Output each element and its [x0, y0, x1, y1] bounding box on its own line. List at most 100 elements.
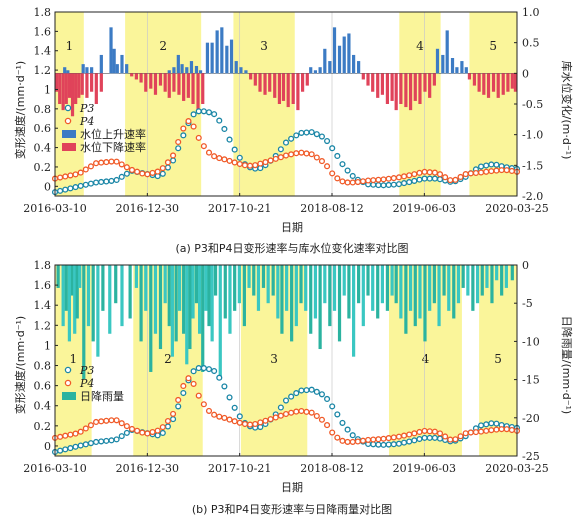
- bar-a-58: [309, 265, 313, 334]
- bar-b-18: [153, 73, 158, 95]
- point-P4: [103, 159, 110, 166]
- bar-a-81: [418, 265, 422, 319]
- point-P4: [62, 432, 69, 439]
- point-P3: [57, 447, 64, 454]
- y-tick-label-right: -15: [522, 374, 540, 387]
- point-P3: [200, 108, 207, 115]
- point-P3: [390, 181, 397, 188]
- point-P4: [472, 169, 479, 177]
- point-P3: [483, 162, 490, 169]
- point-P3: [195, 108, 202, 115]
- point-P3: [288, 135, 295, 142]
- bar-a-17: [134, 265, 138, 288]
- x-tick-label: 2018-08-12: [300, 202, 363, 215]
- point-P3: [87, 440, 94, 447]
- bar-b-17: [149, 73, 153, 89]
- point-P3: [303, 387, 310, 394]
- point-P3: [436, 435, 444, 442]
- point-P4: [339, 178, 346, 185]
- bar-b-8: [80, 73, 84, 95]
- lines-layer: [51, 365, 521, 456]
- point-P3: [226, 136, 233, 143]
- point-P4: [416, 169, 423, 176]
- point-P3: [395, 181, 402, 188]
- zone-label-2: 2: [159, 39, 167, 53]
- point-P4: [118, 420, 125, 427]
- point-P4: [154, 427, 161, 434]
- point-P4: [472, 429, 479, 436]
- point-P4: [195, 134, 202, 141]
- point-P3: [195, 365, 202, 372]
- bar-b-35: [277, 73, 282, 104]
- point-P3: [211, 367, 218, 375]
- bar-a-23: [225, 45, 229, 74]
- point-P4: [380, 435, 387, 442]
- legend-marker-P3: [64, 366, 72, 374]
- y-axis-title-left: 变形速度/(mm·d⁻¹): [13, 61, 27, 159]
- point-P4: [488, 168, 495, 175]
- bar-a-42: [233, 265, 237, 311]
- point-P3: [436, 176, 444, 183]
- point-P3: [308, 129, 315, 136]
- point-P3: [180, 389, 187, 397]
- bar-a-0: [56, 265, 60, 288]
- bar-a-63: [332, 265, 337, 311]
- point-P4: [390, 175, 397, 182]
- point-P4: [447, 177, 454, 184]
- y-tick-label-right: -2.0: [522, 190, 543, 203]
- bar-a-40: [441, 54, 445, 74]
- bar-a-20: [210, 42, 214, 74]
- x-tick-label: 2017-10-21: [208, 202, 271, 215]
- point-P4: [344, 179, 351, 186]
- point-P3: [67, 445, 74, 452]
- point-P4: [436, 171, 444, 178]
- point-P4: [442, 174, 449, 181]
- point-P3: [488, 161, 495, 168]
- point-P4: [144, 430, 151, 437]
- bar-b-34: [273, 73, 277, 98]
- bar-a-27: [177, 265, 182, 311]
- point-P3: [293, 390, 300, 397]
- bar-a-85: [437, 265, 441, 327]
- bar-a-89: [456, 265, 461, 304]
- point-P3: [180, 132, 187, 139]
- bar-b-3: [64, 73, 68, 104]
- point-P3: [277, 404, 284, 411]
- bar-a-35: [204, 265, 208, 311]
- point-P4: [93, 160, 100, 167]
- point-P4: [113, 158, 120, 165]
- point-P4: [401, 432, 408, 439]
- y-axis-title-left: 变形速度/(mm·d⁻¹): [13, 316, 27, 414]
- point-P3: [216, 374, 223, 381]
- bar-a-100: [510, 265, 514, 281]
- bar-a-92: [471, 265, 475, 311]
- bar-a-3: [85, 67, 89, 74]
- point-P4: [282, 152, 290, 159]
- zone-label-1: 1: [66, 39, 74, 53]
- point-P4: [385, 175, 392, 182]
- point-P4: [375, 436, 382, 443]
- bars-layer: [56, 265, 514, 380]
- point-P4: [421, 427, 428, 434]
- point-P4: [134, 427, 141, 434]
- point-P4: [349, 438, 356, 445]
- bar-a-11: [167, 70, 171, 74]
- bar-a-47: [256, 265, 261, 311]
- point-P4: [334, 434, 341, 441]
- point-P4: [77, 428, 84, 435]
- bar-a-1: [66, 70, 70, 74]
- point-P4: [483, 168, 490, 175]
- bar-a-40: [223, 265, 227, 319]
- x-tick-label: 2016-12-30: [116, 202, 179, 215]
- bar-a-84: [432, 265, 436, 304]
- bar-a-66: [347, 265, 351, 319]
- point-P3: [277, 146, 284, 153]
- legend-swatch-0: [62, 130, 76, 138]
- bar-a-34: [337, 45, 342, 74]
- point-P4: [139, 429, 146, 436]
- bar-a-36: [347, 33, 351, 74]
- y-tick-label-right: -10: [522, 335, 540, 348]
- point-P3: [87, 180, 94, 187]
- bar-b-58: [467, 73, 472, 80]
